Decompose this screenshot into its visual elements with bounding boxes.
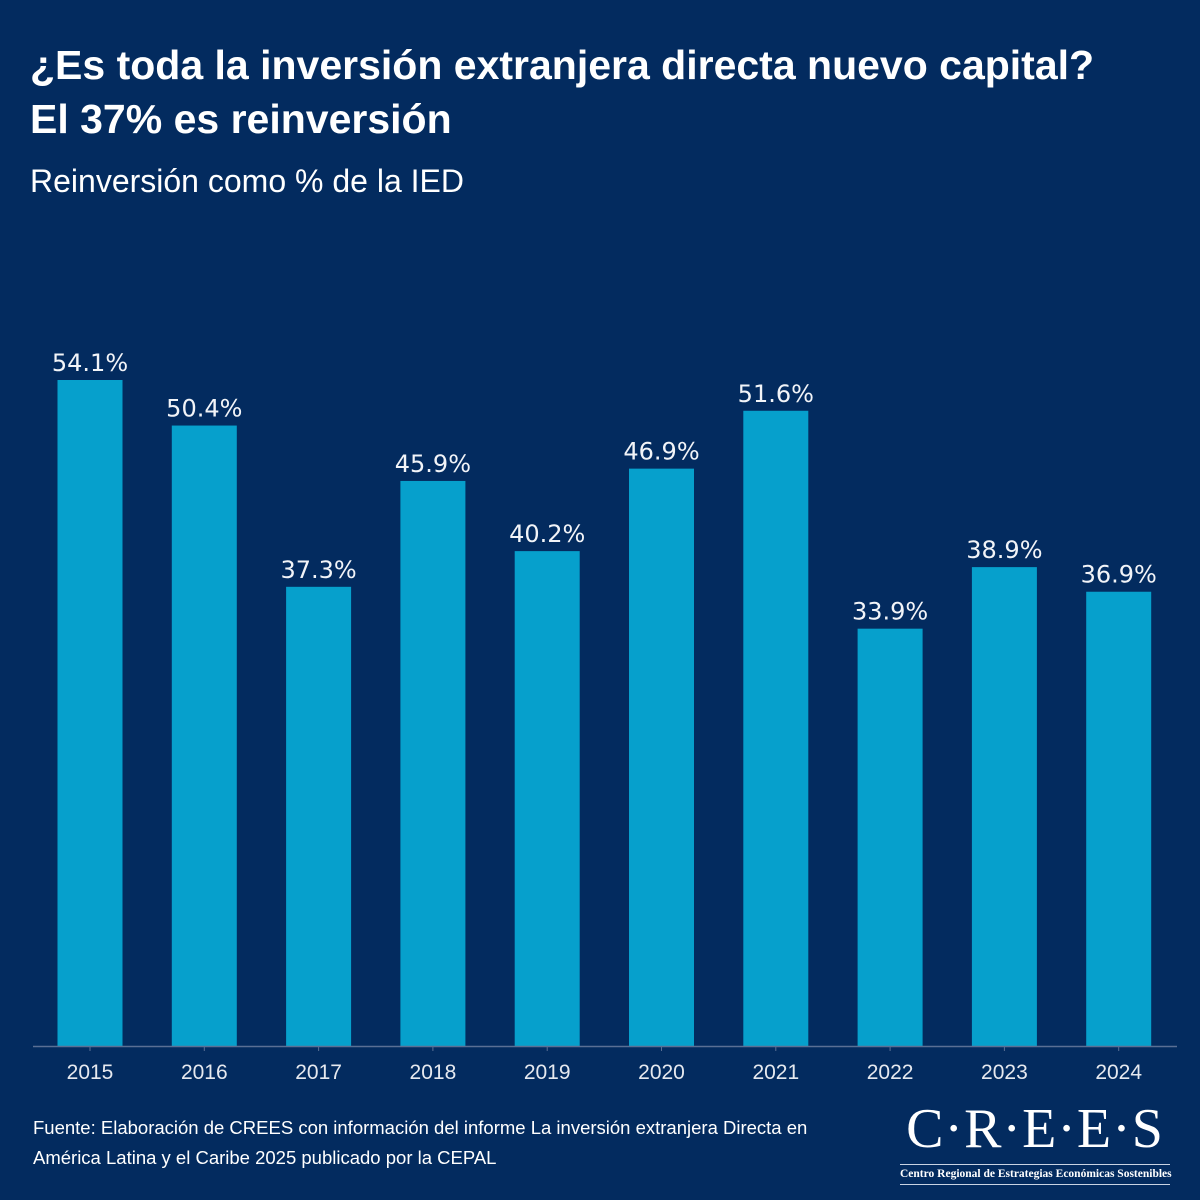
- data-label-2023: 38.9%: [966, 536, 1042, 564]
- bar-2021: [743, 410, 809, 1046]
- x-tick-label-2017: 2017: [295, 1061, 342, 1084]
- data-label-2015: 54.1%: [52, 349, 128, 377]
- source-line-2: América Latina y el Caribe 2025 publicad…: [33, 1147, 497, 1168]
- logo-wordmark: C·R·E·E·S: [906, 1098, 1164, 1160]
- data-label-2019: 40.2%: [509, 520, 585, 548]
- x-tick-label-2015: 2015: [67, 1061, 114, 1084]
- logo-divider-bottom: [900, 1184, 1170, 1185]
- bar-2015: [57, 380, 123, 1046]
- x-tick-label-2019: 2019: [524, 1061, 571, 1084]
- logo-divider-top: [900, 1164, 1170, 1165]
- crees-logo: C·R·E·E·S Centro Regional de Estrategias…: [900, 1098, 1172, 1188]
- x-tick-label-2018: 2018: [410, 1061, 457, 1084]
- bar-2017: [286, 586, 352, 1046]
- bars-group: 54.1% 50.4% 37.3% 45.9% 40.2% 46.9% 51.6% 33.9%…: [52, 349, 1157, 1047]
- bar-2019: [514, 551, 580, 1046]
- data-label-2016: 50.4%: [166, 395, 242, 423]
- bar-2023: [971, 567, 1037, 1046]
- data-label-2022: 33.9%: [852, 598, 928, 626]
- x-tick-label-2020: 2020: [638, 1061, 685, 1084]
- bar-2020: [629, 468, 694, 1046]
- x-tick-label-2022: 2022: [867, 1061, 914, 1084]
- bar-2016: [171, 425, 237, 1047]
- x-tick-label-2024: 2024: [1095, 1061, 1142, 1084]
- bar-2024: [1086, 591, 1152, 1046]
- data-label-2020: 46.9%: [623, 438, 699, 466]
- source-note: Fuente: Elaboración de CREES con informa…: [33, 1113, 863, 1173]
- data-label-2021: 51.6%: [738, 380, 814, 408]
- data-label-2024: 36.9%: [1081, 561, 1157, 589]
- logo-tagline: Centro Regional de Estrategias Económica…: [900, 1168, 1172, 1180]
- chart-subtitle: Reinversión como % de la IED: [30, 163, 464, 199]
- x-tick-label-2023: 2023: [981, 1061, 1028, 1084]
- x-tick-label-2021: 2021: [752, 1061, 799, 1084]
- source-line-1: Fuente: Elaboración de CREES con informa…: [33, 1117, 808, 1138]
- bar-2022: [857, 628, 923, 1046]
- data-label-2017: 37.3%: [280, 556, 356, 584]
- bar-chart: 54.1% 50.4% 37.3% 45.9% 40.2% 46.9% 51.6% 33.9%…: [33, 349, 1177, 1084]
- title-line-2: El 37% es reinversión: [30, 96, 452, 142]
- bar-2018: [400, 480, 466, 1046]
- title-line-1: ¿Es toda la inversión extranjera directa…: [30, 42, 1095, 88]
- x-tick-label-2016: 2016: [181, 1061, 228, 1084]
- data-label-2018: 45.9%: [395, 450, 471, 478]
- chart-title: ¿Es toda la inversión extranjera directa…: [30, 38, 1094, 146]
- x-axis-ticks: 2015 2016 2017 2018 2019 2020 2021 2022 2023 2024: [67, 1046, 1142, 1084]
